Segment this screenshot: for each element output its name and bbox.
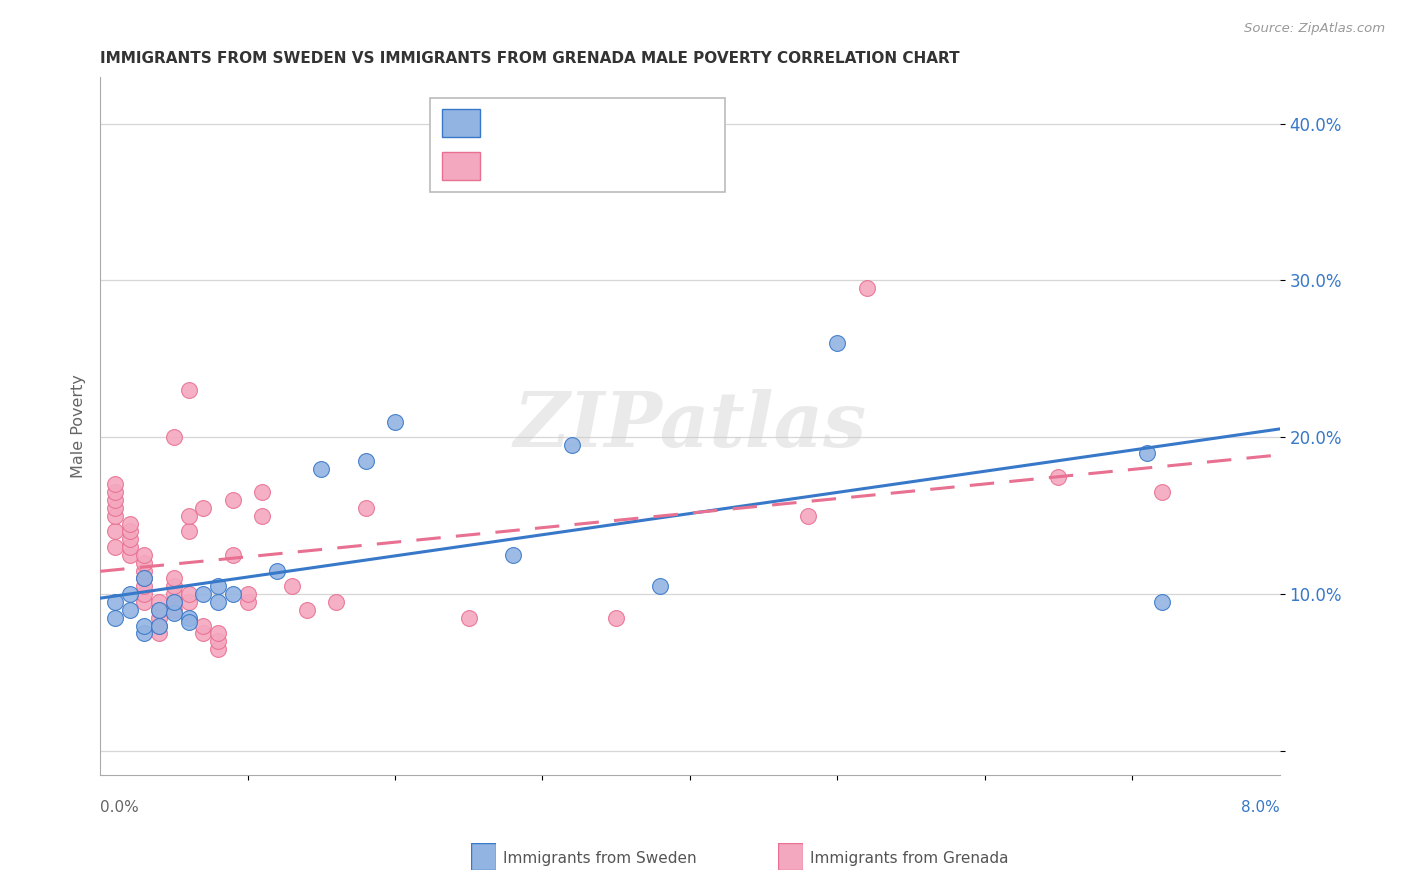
Point xyxy=(134,579,156,593)
Point xyxy=(104,524,127,539)
Point xyxy=(148,610,170,624)
Point xyxy=(207,626,229,640)
Point xyxy=(118,540,141,554)
Point xyxy=(177,508,200,523)
Point xyxy=(104,485,127,500)
Point xyxy=(118,603,141,617)
Point xyxy=(193,626,215,640)
Text: 8.0%: 8.0% xyxy=(1241,799,1279,814)
Point xyxy=(325,595,347,609)
Text: IMMIGRANTS FROM SWEDEN VS IMMIGRANTS FROM GRENADA MALE POVERTY CORRELATION CHART: IMMIGRANTS FROM SWEDEN VS IMMIGRANTS FRO… xyxy=(100,51,960,66)
Point xyxy=(605,610,627,624)
Point xyxy=(163,430,186,444)
Text: Immigrants from Grenada: Immigrants from Grenada xyxy=(810,851,1008,865)
Point xyxy=(561,438,583,452)
Point xyxy=(104,540,127,554)
Point xyxy=(266,564,288,578)
Point xyxy=(163,603,186,617)
Text: Source: ZipAtlas.com: Source: ZipAtlas.com xyxy=(1244,22,1385,36)
Point xyxy=(163,579,186,593)
Point xyxy=(118,533,141,547)
Point xyxy=(1136,446,1159,460)
Text: Immigrants from Sweden: Immigrants from Sweden xyxy=(503,851,697,865)
Point xyxy=(222,493,245,508)
Point xyxy=(827,336,849,351)
Point xyxy=(1150,485,1173,500)
Point xyxy=(134,587,156,601)
Point xyxy=(104,508,127,523)
Point xyxy=(193,500,215,515)
Point xyxy=(148,626,170,640)
Text: 0.0%: 0.0% xyxy=(100,799,139,814)
Point xyxy=(252,508,274,523)
Point xyxy=(134,548,156,562)
Point xyxy=(207,595,229,609)
Point xyxy=(104,595,127,609)
Point xyxy=(148,618,170,632)
Point xyxy=(311,461,333,475)
Point xyxy=(134,626,156,640)
Point xyxy=(177,384,200,398)
Point xyxy=(295,603,318,617)
Point xyxy=(118,524,141,539)
Point xyxy=(134,618,156,632)
Point xyxy=(104,493,127,508)
Point xyxy=(855,281,877,295)
Point xyxy=(193,587,215,601)
Point xyxy=(207,634,229,648)
Point xyxy=(281,579,304,593)
Point xyxy=(148,618,170,632)
Y-axis label: Male Poverty: Male Poverty xyxy=(72,374,86,477)
Point xyxy=(104,610,127,624)
Point xyxy=(797,508,820,523)
Point xyxy=(222,548,245,562)
Point xyxy=(104,477,127,491)
Point xyxy=(163,606,186,620)
Point xyxy=(134,564,156,578)
Point xyxy=(207,642,229,657)
Point xyxy=(177,615,200,630)
Point xyxy=(177,610,200,624)
Point xyxy=(163,572,186,586)
Point xyxy=(148,595,170,609)
Point xyxy=(354,500,377,515)
Point xyxy=(1047,469,1070,483)
Point xyxy=(236,595,259,609)
Point xyxy=(236,587,259,601)
Point xyxy=(457,610,479,624)
Point xyxy=(134,556,156,570)
Point xyxy=(134,572,156,586)
Point xyxy=(252,485,274,500)
Point xyxy=(163,595,186,609)
Point xyxy=(118,548,141,562)
Point xyxy=(650,579,672,593)
Point xyxy=(134,595,156,609)
Point xyxy=(207,579,229,593)
Point xyxy=(148,603,170,617)
Point xyxy=(177,524,200,539)
Text: ZIPatlas: ZIPatlas xyxy=(513,389,866,463)
Point xyxy=(354,454,377,468)
Point xyxy=(163,595,186,609)
Point xyxy=(104,500,127,515)
Point xyxy=(148,603,170,617)
Point xyxy=(384,415,406,429)
Point xyxy=(134,572,156,586)
Point xyxy=(118,516,141,531)
Point xyxy=(118,587,141,601)
Point xyxy=(1150,595,1173,609)
Point xyxy=(177,595,200,609)
Point xyxy=(502,548,524,562)
Point xyxy=(222,587,245,601)
Point xyxy=(193,618,215,632)
Point xyxy=(177,587,200,601)
Point xyxy=(163,587,186,601)
